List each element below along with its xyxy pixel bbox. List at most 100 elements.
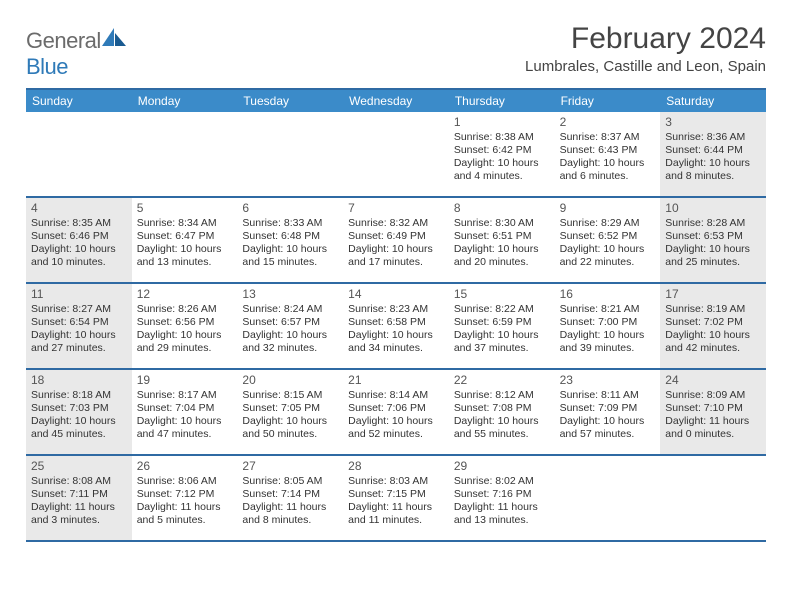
week-row: 1Sunrise: 8:38 AMSunset: 6:42 PMDaylight… <box>26 112 766 198</box>
day-number: 10 <box>665 201 761 216</box>
day-cell: 22Sunrise: 8:12 AMSunset: 7:08 PMDayligh… <box>449 370 555 454</box>
day-cell <box>26 112 132 196</box>
daylight-line: Daylight: 10 hours and 25 minutes. <box>665 243 761 269</box>
sunrise-line: Sunrise: 8:06 AM <box>137 475 233 488</box>
sunset-line: Sunset: 7:02 PM <box>665 316 761 329</box>
sunrise-line: Sunrise: 8:21 AM <box>560 303 656 316</box>
day-number: 24 <box>665 373 761 388</box>
month-title: February 2024 <box>525 22 766 56</box>
day-cell: 18Sunrise: 8:18 AMSunset: 7:03 PMDayligh… <box>26 370 132 454</box>
week-row: 18Sunrise: 8:18 AMSunset: 7:03 PMDayligh… <box>26 370 766 456</box>
day-info: Sunrise: 8:33 AMSunset: 6:48 PMDaylight:… <box>242 217 338 270</box>
sunrise-line: Sunrise: 8:35 AM <box>31 217 127 230</box>
day-cell: 15Sunrise: 8:22 AMSunset: 6:59 PMDayligh… <box>449 284 555 368</box>
sunset-line: Sunset: 6:43 PM <box>560 144 656 157</box>
day-cell: 14Sunrise: 8:23 AMSunset: 6:58 PMDayligh… <box>343 284 449 368</box>
sunset-line: Sunset: 6:51 PM <box>454 230 550 243</box>
sunset-line: Sunset: 7:16 PM <box>454 488 550 501</box>
day-number: 2 <box>560 115 656 130</box>
daylight-line: Daylight: 10 hours and 34 minutes. <box>348 329 444 355</box>
week-row: 25Sunrise: 8:08 AMSunset: 7:11 PMDayligh… <box>26 456 766 542</box>
day-info: Sunrise: 8:36 AMSunset: 6:44 PMDaylight:… <box>665 131 761 184</box>
sunrise-line: Sunrise: 8:14 AM <box>348 389 444 402</box>
dow-cell: Sunday <box>26 90 132 112</box>
day-of-week-header: SundayMondayTuesdayWednesdayThursdayFrid… <box>26 90 766 112</box>
day-cell: 6Sunrise: 8:33 AMSunset: 6:48 PMDaylight… <box>237 198 343 282</box>
day-info: Sunrise: 8:34 AMSunset: 6:47 PMDaylight:… <box>137 217 233 270</box>
day-info: Sunrise: 8:21 AMSunset: 7:00 PMDaylight:… <box>560 303 656 356</box>
day-cell: 28Sunrise: 8:03 AMSunset: 7:15 PMDayligh… <box>343 456 449 540</box>
day-info: Sunrise: 8:03 AMSunset: 7:15 PMDaylight:… <box>348 475 444 528</box>
day-info: Sunrise: 8:29 AMSunset: 6:52 PMDaylight:… <box>560 217 656 270</box>
day-cell <box>343 112 449 196</box>
day-cell: 21Sunrise: 8:14 AMSunset: 7:06 PMDayligh… <box>343 370 449 454</box>
day-number: 1 <box>454 115 550 130</box>
day-info: Sunrise: 8:14 AMSunset: 7:06 PMDaylight:… <box>348 389 444 442</box>
day-cell: 10Sunrise: 8:28 AMSunset: 6:53 PMDayligh… <box>660 198 766 282</box>
brand-text: GeneralBlue <box>26 26 127 80</box>
daylight-line: Daylight: 10 hours and 45 minutes. <box>31 415 127 441</box>
day-info: Sunrise: 8:26 AMSunset: 6:56 PMDaylight:… <box>137 303 233 356</box>
day-info: Sunrise: 8:06 AMSunset: 7:12 PMDaylight:… <box>137 475 233 528</box>
sunrise-line: Sunrise: 8:08 AM <box>31 475 127 488</box>
day-number: 18 <box>31 373 127 388</box>
day-cell: 26Sunrise: 8:06 AMSunset: 7:12 PMDayligh… <box>132 456 238 540</box>
day-number: 7 <box>348 201 444 216</box>
sunset-line: Sunset: 7:06 PM <box>348 402 444 415</box>
day-number: 26 <box>137 459 233 474</box>
sunset-line: Sunset: 6:52 PM <box>560 230 656 243</box>
calendar-page: GeneralBlue February 2024 Lumbrales, Cas… <box>0 0 792 542</box>
day-number: 6 <box>242 201 338 216</box>
day-info: Sunrise: 8:15 AMSunset: 7:05 PMDaylight:… <box>242 389 338 442</box>
day-info: Sunrise: 8:17 AMSunset: 7:04 PMDaylight:… <box>137 389 233 442</box>
dow-cell: Saturday <box>660 90 766 112</box>
sunrise-line: Sunrise: 8:29 AM <box>560 217 656 230</box>
day-cell: 29Sunrise: 8:02 AMSunset: 7:16 PMDayligh… <box>449 456 555 540</box>
sunset-line: Sunset: 7:10 PM <box>665 402 761 415</box>
day-number: 20 <box>242 373 338 388</box>
sunset-line: Sunset: 6:46 PM <box>31 230 127 243</box>
day-number: 22 <box>454 373 550 388</box>
sunset-line: Sunset: 7:11 PM <box>31 488 127 501</box>
day-number: 21 <box>348 373 444 388</box>
dow-cell: Tuesday <box>237 90 343 112</box>
day-info: Sunrise: 8:08 AMSunset: 7:11 PMDaylight:… <box>31 475 127 528</box>
sunset-line: Sunset: 6:48 PM <box>242 230 338 243</box>
day-info: Sunrise: 8:37 AMSunset: 6:43 PMDaylight:… <box>560 131 656 184</box>
daylight-line: Daylight: 10 hours and 42 minutes. <box>665 329 761 355</box>
day-info: Sunrise: 8:11 AMSunset: 7:09 PMDaylight:… <box>560 389 656 442</box>
day-cell <box>237 112 343 196</box>
day-cell: 27Sunrise: 8:05 AMSunset: 7:14 PMDayligh… <box>237 456 343 540</box>
day-info: Sunrise: 8:28 AMSunset: 6:53 PMDaylight:… <box>665 217 761 270</box>
day-info: Sunrise: 8:24 AMSunset: 6:57 PMDaylight:… <box>242 303 338 356</box>
header: GeneralBlue February 2024 Lumbrales, Cas… <box>26 22 766 80</box>
day-cell: 16Sunrise: 8:21 AMSunset: 7:00 PMDayligh… <box>555 284 661 368</box>
day-number: 14 <box>348 287 444 302</box>
sunrise-line: Sunrise: 8:18 AM <box>31 389 127 402</box>
daylight-line: Daylight: 10 hours and 4 minutes. <box>454 157 550 183</box>
sunrise-line: Sunrise: 8:11 AM <box>560 389 656 402</box>
daylight-line: Daylight: 10 hours and 47 minutes. <box>137 415 233 441</box>
daylight-line: Daylight: 11 hours and 3 minutes. <box>31 501 127 527</box>
sunset-line: Sunset: 7:15 PM <box>348 488 444 501</box>
daylight-line: Daylight: 10 hours and 50 minutes. <box>242 415 338 441</box>
brand-part2: Blue <box>26 54 68 79</box>
sunset-line: Sunset: 6:47 PM <box>137 230 233 243</box>
dow-cell: Wednesday <box>343 90 449 112</box>
sunset-line: Sunset: 6:53 PM <box>665 230 761 243</box>
daylight-line: Daylight: 10 hours and 22 minutes. <box>560 243 656 269</box>
day-cell: 7Sunrise: 8:32 AMSunset: 6:49 PMDaylight… <box>343 198 449 282</box>
day-info: Sunrise: 8:09 AMSunset: 7:10 PMDaylight:… <box>665 389 761 442</box>
week-row: 11Sunrise: 8:27 AMSunset: 6:54 PMDayligh… <box>26 284 766 370</box>
sunrise-line: Sunrise: 8:27 AM <box>31 303 127 316</box>
location-label: Lumbrales, Castille and Leon, Spain <box>525 58 766 75</box>
day-cell: 23Sunrise: 8:11 AMSunset: 7:09 PMDayligh… <box>555 370 661 454</box>
day-cell: 8Sunrise: 8:30 AMSunset: 6:51 PMDaylight… <box>449 198 555 282</box>
daylight-line: Daylight: 10 hours and 6 minutes. <box>560 157 656 183</box>
day-cell: 25Sunrise: 8:08 AMSunset: 7:11 PMDayligh… <box>26 456 132 540</box>
day-number: 29 <box>454 459 550 474</box>
day-info: Sunrise: 8:32 AMSunset: 6:49 PMDaylight:… <box>348 217 444 270</box>
daylight-line: Daylight: 10 hours and 8 minutes. <box>665 157 761 183</box>
daylight-line: Daylight: 10 hours and 20 minutes. <box>454 243 550 269</box>
day-number: 17 <box>665 287 761 302</box>
